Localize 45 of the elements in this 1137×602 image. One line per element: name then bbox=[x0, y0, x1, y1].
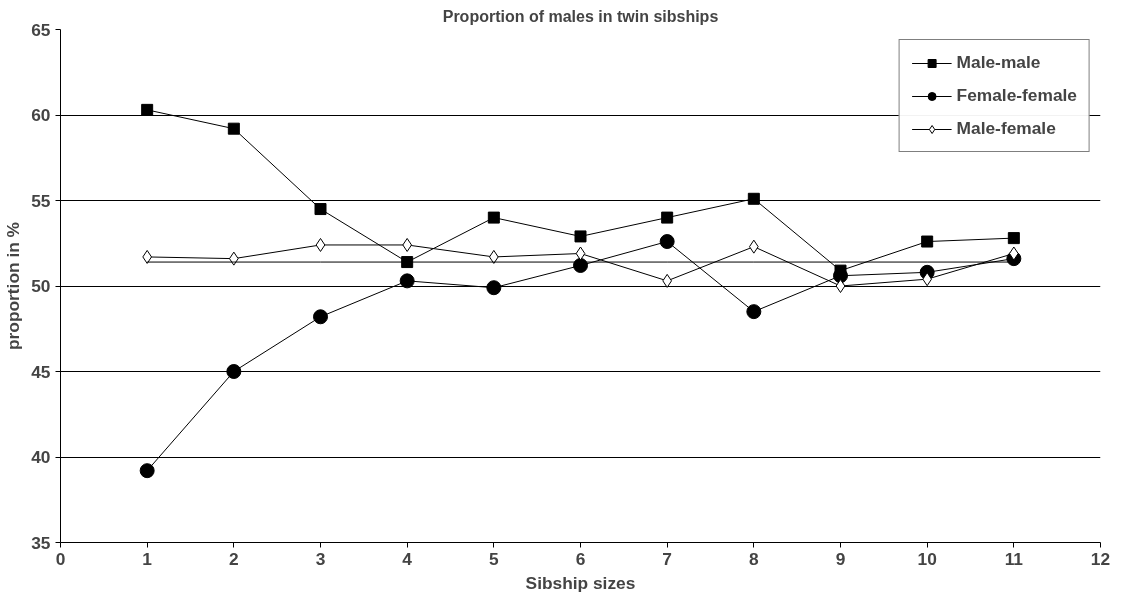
point bbox=[486, 280, 502, 296]
point bbox=[659, 234, 675, 250]
point bbox=[487, 211, 500, 224]
point bbox=[1007, 232, 1020, 245]
x-tick-label: 8 bbox=[749, 548, 760, 569]
point bbox=[747, 192, 760, 205]
point bbox=[835, 279, 846, 293]
legend-label: Male-male bbox=[956, 52, 1041, 73]
point bbox=[226, 364, 242, 379]
x-tick-label: 6 bbox=[575, 548, 586, 569]
point bbox=[315, 237, 326, 252]
y-tick-label: 55 bbox=[31, 190, 51, 211]
x-tick-label: 9 bbox=[835, 548, 846, 569]
point bbox=[141, 103, 154, 116]
point bbox=[314, 203, 327, 216]
y-tick-label: 60 bbox=[31, 105, 51, 125]
x-tick-label: 10 bbox=[917, 548, 937, 569]
point bbox=[139, 463, 155, 479]
x-tick-label: 0 bbox=[55, 548, 66, 569]
x-tick-label: 1 bbox=[142, 548, 153, 569]
point bbox=[575, 246, 586, 261]
point bbox=[313, 309, 328, 325]
legend-label: Male-female bbox=[956, 118, 1056, 139]
y-tick-label: 65 bbox=[31, 19, 51, 40]
point bbox=[399, 273, 415, 289]
x-axis-title: Sibship sizes bbox=[525, 572, 636, 593]
y-tick-label: 40 bbox=[31, 447, 51, 467]
point bbox=[661, 211, 674, 224]
chart-title: Proportion of males in twin sibships bbox=[442, 7, 719, 25]
y-tick-label: 50 bbox=[31, 276, 51, 296]
x-tick-label: 12 bbox=[1090, 548, 1111, 569]
y-tick-label: 35 bbox=[31, 532, 51, 553]
x-tick-label: 2 bbox=[229, 548, 239, 569]
point bbox=[574, 230, 587, 243]
x-tick-label: 4 bbox=[402, 548, 413, 569]
point bbox=[921, 235, 934, 248]
x-tick-label: 3 bbox=[315, 548, 326, 569]
x-tick-label: 7 bbox=[662, 548, 672, 569]
legend-label: Female-female bbox=[956, 85, 1077, 106]
x-tick-label: 5 bbox=[489, 548, 500, 569]
y-tick-label: 45 bbox=[31, 361, 51, 382]
y-axis-title: proportion in % bbox=[3, 221, 24, 351]
point bbox=[746, 304, 762, 320]
point bbox=[227, 122, 240, 135]
x-tick-label: 11 bbox=[1004, 548, 1024, 569]
